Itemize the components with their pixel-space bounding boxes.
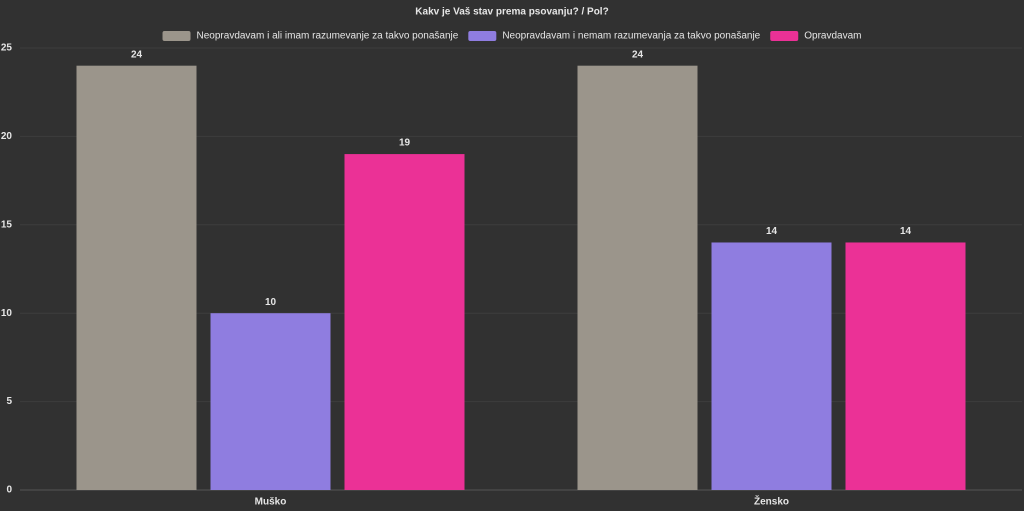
legend-label[interactable]: Neopravdavam i nemam razumevanja za takv… — [502, 31, 760, 42]
bar[interactable] — [577, 65, 698, 491]
x-tick-label: Muško — [255, 497, 287, 508]
y-tick-label: 10 — [1, 308, 13, 319]
value-label: 19 — [399, 138, 411, 149]
legend-swatch[interactable] — [770, 31, 799, 41]
y-tick-label: 15 — [1, 219, 13, 230]
legend-label[interactable]: Neopravdavam i ali imam razumevanje za t… — [197, 31, 459, 42]
bar[interactable] — [344, 154, 465, 490]
y-tick-label: 5 — [6, 396, 12, 407]
value-label: 24 — [131, 49, 143, 60]
bar[interactable] — [210, 313, 331, 490]
y-tick-label: 25 — [1, 43, 13, 54]
bar[interactable] — [76, 65, 197, 491]
legend-swatch[interactable] — [162, 31, 191, 41]
bar[interactable] — [845, 242, 966, 490]
value-label: 14 — [900, 226, 912, 237]
y-tick-label: 0 — [6, 485, 12, 496]
value-label: 24 — [632, 49, 644, 60]
legend-swatch[interactable] — [468, 31, 497, 41]
bar[interactable] — [711, 242, 832, 490]
legend-label[interactable]: Opravdavam — [804, 31, 861, 42]
x-tick-label: Žensko — [754, 495, 789, 508]
value-label: 10 — [265, 297, 277, 308]
y-tick-label: 20 — [1, 131, 13, 142]
chart-title: Kakv je Vaš stav prema psovanju? / Pol? — [415, 7, 608, 18]
value-label: 14 — [766, 226, 778, 237]
